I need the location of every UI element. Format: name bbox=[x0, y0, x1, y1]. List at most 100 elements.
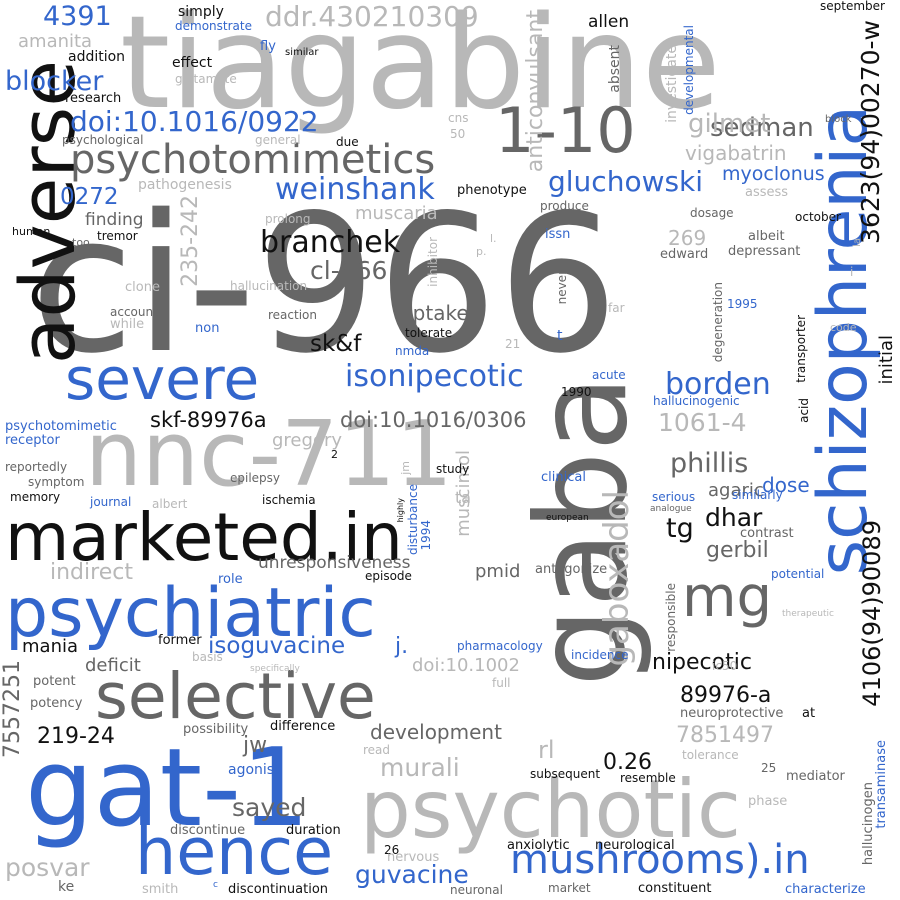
word-transaminase: transaminase bbox=[874, 740, 889, 829]
word-isoguvacine: isoguvacine bbox=[208, 633, 346, 659]
word-gerbil: gerbil bbox=[706, 538, 769, 563]
word-blocker: blocker bbox=[5, 66, 104, 97]
word-gat-1: gat-1 bbox=[25, 726, 310, 851]
word-memory: memory bbox=[10, 490, 61, 504]
word-tiagabine: tiagabine bbox=[120, 0, 721, 138]
word-branchek: branchek bbox=[260, 225, 401, 260]
word-weinshank: weinshank bbox=[275, 172, 435, 207]
word-hallucinogenic: hallucinogenic bbox=[653, 394, 740, 408]
word-muscaria: muscaria bbox=[355, 203, 438, 224]
word-analogue: analogue bbox=[650, 504, 692, 514]
word-phenotype: phenotype bbox=[457, 183, 527, 198]
word-general: general bbox=[255, 133, 301, 147]
word-block: block bbox=[825, 114, 852, 125]
word-study: study bbox=[436, 462, 470, 476]
word-21: 21 bbox=[505, 337, 521, 351]
word-unresponsiveness: unresponsiveness bbox=[258, 553, 411, 573]
word-september: september bbox=[820, 0, 885, 13]
word-at: at bbox=[802, 706, 816, 721]
word-selective: selective bbox=[95, 660, 376, 733]
word-similarly: similarly bbox=[732, 488, 783, 502]
word-rl: rl bbox=[538, 736, 555, 764]
word-too: too bbox=[72, 236, 90, 249]
word-prolong: prolong bbox=[265, 212, 311, 226]
word-sayed: sayed bbox=[232, 793, 307, 822]
word-transporter: transporter bbox=[794, 315, 808, 383]
word-reportedly: reportedly bbox=[5, 460, 68, 474]
word-resemble: resemble bbox=[620, 771, 676, 785]
word-journal: journal bbox=[90, 495, 132, 509]
word-tolerance: tolerance bbox=[682, 748, 739, 762]
word-simply: simply bbox=[178, 4, 224, 20]
word-myoclonus: myoclonus bbox=[722, 163, 825, 185]
word-disturbance: disturbance bbox=[406, 484, 420, 556]
word-degeneration: degeneration bbox=[711, 282, 725, 363]
word-4391: 4391 bbox=[43, 1, 112, 32]
word-marketed-in: marketed.in bbox=[5, 499, 403, 576]
word-reaction: reaction bbox=[268, 308, 317, 322]
word-market: market bbox=[548, 881, 591, 895]
word-nipecotic: nipecotic bbox=[652, 650, 752, 675]
word-addition: addition bbox=[68, 49, 126, 65]
word-role: role bbox=[218, 572, 243, 587]
word-read: read bbox=[363, 743, 391, 757]
word-antagonize: antagonize bbox=[535, 562, 608, 577]
word-constituent: constituent bbox=[638, 881, 712, 896]
word-absent: absent bbox=[607, 45, 623, 93]
word-hallucination: hallucination bbox=[230, 279, 308, 293]
word-while: while bbox=[110, 317, 145, 332]
word-edward: edward bbox=[660, 247, 709, 262]
word-assess: assess bbox=[745, 185, 789, 200]
word-discontinue: discontinue bbox=[170, 823, 246, 838]
word-1061-4: 1061-4 bbox=[658, 408, 747, 437]
word-phillis: phillis bbox=[670, 448, 749, 479]
word-c: c bbox=[213, 880, 218, 890]
word-potency: potency bbox=[30, 696, 83, 711]
word-posvar: posvar bbox=[5, 853, 90, 882]
word-amanita: amanita bbox=[18, 31, 93, 52]
word-nervous: nervous bbox=[387, 850, 440, 865]
word-former: former bbox=[158, 633, 202, 648]
word-depressant: depressant bbox=[728, 244, 801, 259]
word-account: account bbox=[110, 305, 158, 319]
word-development: development bbox=[370, 720, 502, 744]
word-mushrooms-in: mushrooms).in bbox=[510, 837, 810, 883]
word-235-242: 235-242 bbox=[178, 195, 203, 287]
word-never: never bbox=[555, 270, 569, 305]
word-highly: highly bbox=[396, 498, 405, 523]
word-gaboxadol: gaboxadol bbox=[597, 490, 637, 667]
word-characterize: characterize bbox=[785, 882, 866, 897]
word-initial: initial bbox=[876, 335, 897, 385]
word-mg: mg bbox=[682, 565, 773, 630]
word-symptom: symptom bbox=[28, 475, 85, 489]
word-acute: acute bbox=[592, 368, 626, 382]
word-anticonvulsant: anticonvulsant bbox=[523, 10, 548, 173]
word-agonist: agonist bbox=[228, 762, 280, 778]
word-p: p. bbox=[476, 245, 487, 258]
word-glutamate: glutamate bbox=[175, 72, 237, 86]
word-1990: 1990 bbox=[561, 385, 592, 399]
word-hallucinogen: hallucinogen bbox=[861, 782, 876, 866]
word-nmda: nmda bbox=[395, 344, 430, 358]
word-anxiolytic: anxiolytic bbox=[507, 838, 570, 853]
word-smith: smith bbox=[142, 882, 179, 897]
word-mediator: mediator bbox=[786, 769, 845, 784]
word-psychotic: psychotic bbox=[360, 763, 742, 856]
word-contrast: contrast bbox=[740, 526, 794, 541]
word-0-26: 0.26 bbox=[603, 750, 652, 775]
word-acid: acid bbox=[797, 398, 811, 423]
word-possibility: possibility bbox=[183, 722, 249, 737]
word-subsequent: subsequent bbox=[530, 767, 601, 781]
word-89976-a: 89976-a bbox=[680, 683, 772, 708]
word-incidence: incidence bbox=[571, 648, 629, 662]
word-j: j. bbox=[395, 634, 409, 659]
word-due: due bbox=[336, 135, 359, 149]
word-research: research bbox=[65, 91, 122, 106]
word-difference: difference bbox=[270, 719, 336, 734]
word-neurological: neurological bbox=[595, 838, 675, 853]
word-psychiatric: psychiatric bbox=[5, 574, 376, 653]
word-albert: albert bbox=[152, 497, 188, 511]
word-50: 50 bbox=[450, 127, 466, 141]
word-similar: similar bbox=[285, 47, 319, 58]
word-human: human bbox=[12, 225, 51, 238]
